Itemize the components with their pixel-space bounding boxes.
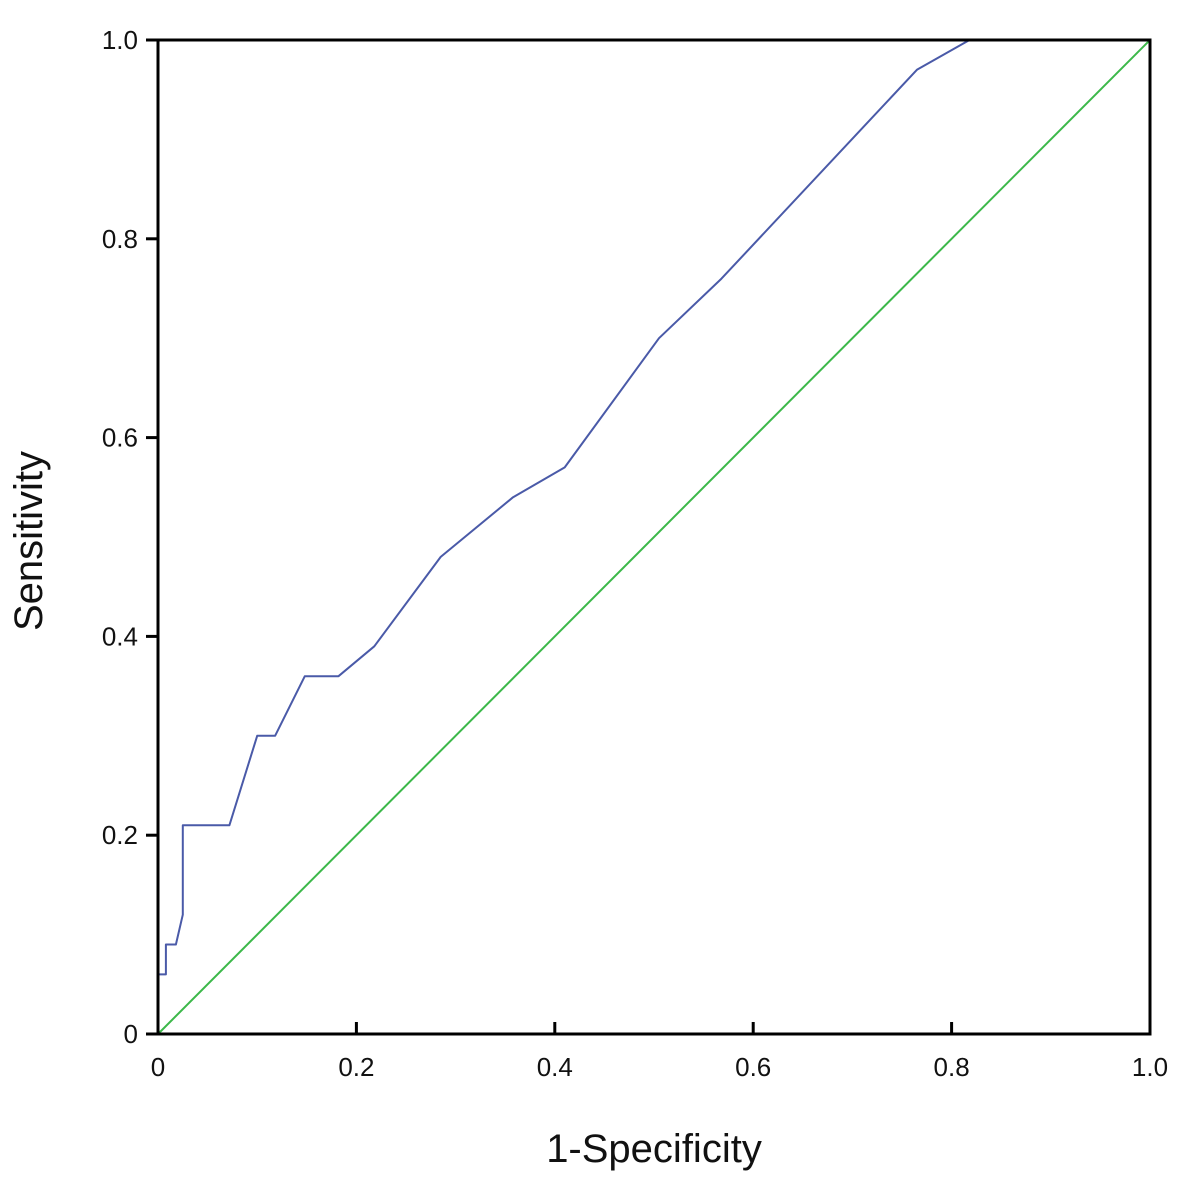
y-tick-label: 0.4 xyxy=(102,621,138,651)
y-tick-label: 0.2 xyxy=(102,820,138,850)
reference-diagonal-line xyxy=(157,39,1151,1035)
y-axis-label: Sensitivity xyxy=(7,451,51,631)
roc-curve-line xyxy=(157,39,1150,1034)
y-tick-label: 0 xyxy=(124,1019,138,1049)
x-tick-label: 1.0 xyxy=(1132,1052,1168,1082)
y-tick-label: 1.0 xyxy=(102,25,138,55)
tick-layer: 0 0.2 0.4 0.6 0.8 1.0 0 0.2 0.4 0.6 0.8 1.0 xyxy=(102,25,1168,1082)
x-tick-label: 0 xyxy=(151,1052,165,1082)
series-layer xyxy=(157,39,1151,1035)
x-tick-label: 0.4 xyxy=(537,1052,573,1082)
x-tick-label: 0.6 xyxy=(735,1052,771,1082)
x-axis-label: 1-Specificity xyxy=(546,1127,762,1171)
x-tick-label: 0.8 xyxy=(934,1052,970,1082)
x-tick-label: 0.2 xyxy=(338,1052,374,1082)
y-tick-label: 0.6 xyxy=(102,423,138,453)
y-tick-label: 0.8 xyxy=(102,224,138,254)
plot-frame xyxy=(156,38,1152,1036)
